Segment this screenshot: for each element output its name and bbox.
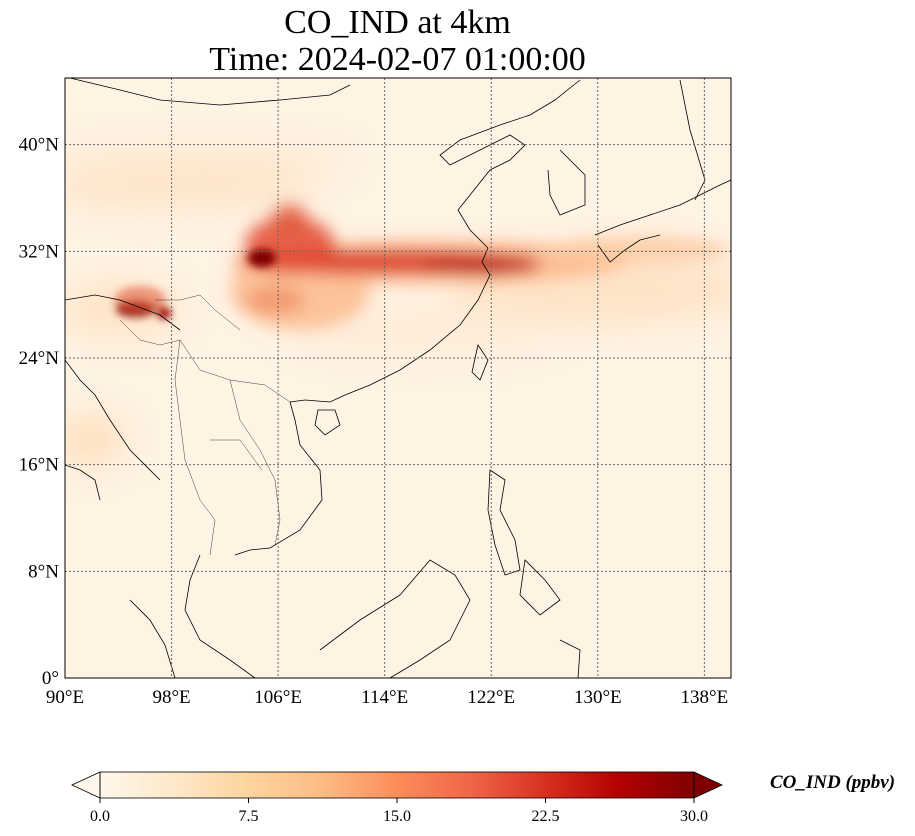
- colorbar-label: CO_IND (ppbv): [770, 772, 895, 793]
- lat-tick-label: 40°N: [19, 135, 60, 156]
- colorbar-tick-label: 22.5: [532, 808, 560, 825]
- lon-tick-label: 98°E: [152, 687, 190, 708]
- lon-tick-label: 138°E: [681, 687, 729, 708]
- colorbar-extend-low: [71, 771, 101, 799]
- lon-tick-label: 122°E: [467, 687, 515, 708]
- colorbar-extend-high: [693, 771, 723, 799]
- lon-tick-label: 90°E: [46, 687, 84, 708]
- longitude-tick-labels: 90°E 98°E 106°E 114°E 122°E 130°E 138°E: [46, 687, 728, 708]
- lat-tick-label: 8°N: [28, 561, 59, 582]
- colorbar-tick-label: 0.0: [90, 808, 110, 825]
- country-borders: [119, 294, 291, 556]
- field-hotspots: [114, 249, 276, 319]
- colorbar-gradient: [100, 772, 694, 798]
- lat-tick-label: 16°N: [19, 455, 60, 476]
- gridlines: [65, 78, 731, 678]
- map-frame: [64, 77, 732, 679]
- colorbar-tick-labels: 0.0 7.5 15.0 22.5 30.0: [90, 798, 708, 825]
- lat-tick-label: 24°N: [19, 348, 60, 369]
- map-title: CO_IND at 4km: [284, 4, 511, 41]
- colorbar-tick-label: 15.0: [383, 808, 411, 825]
- lon-tick-label: 114°E: [361, 687, 408, 708]
- co-concentration-field: [65, 78, 731, 678]
- colorbar-tick-label: 7.5: [239, 808, 259, 825]
- lon-tick-label: 130°E: [574, 687, 622, 708]
- lon-tick-label: 106°E: [254, 687, 302, 708]
- coastlines: [65, 78, 731, 678]
- colorbar-tick-label: 30.0: [680, 808, 708, 825]
- colorbar: 0.0 7.5 15.0 22.5 30.0 CO_IND (ppbv): [71, 771, 895, 825]
- latitude-tick-labels: 0° 8°N 16°N 24°N 32°N 40°N: [19, 135, 60, 689]
- lat-tick-label: 32°N: [19, 241, 60, 262]
- map-subtitle-time: Time: 2024-02-07 01:00:00: [209, 41, 586, 78]
- lat-tick-label: 0°: [42, 668, 59, 689]
